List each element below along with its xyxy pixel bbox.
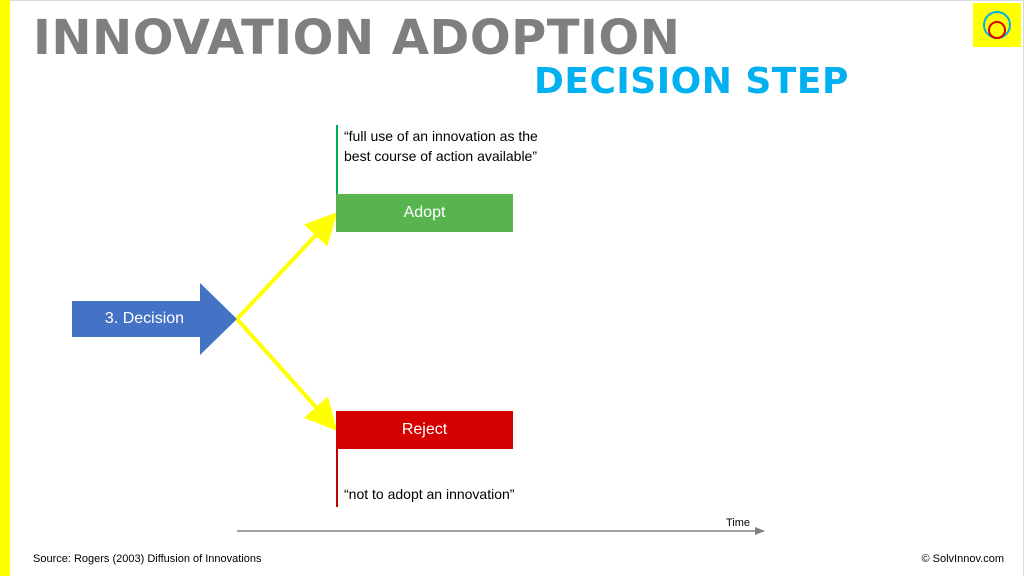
adopt-box: Adopt — [336, 194, 513, 232]
copyright-notice: © SolvInnov.com — [921, 553, 1005, 565]
reject-branch-line — [235, 317, 338, 431]
adopt-quote-line-2: best course of action available” — [344, 148, 537, 164]
reject-quote: “not to adopt an innovation” — [344, 486, 515, 502]
page-subtitle: DECISION STEP — [534, 61, 849, 102]
decision-label: 3. Decision — [104, 310, 185, 327]
left-accent-bar — [0, 0, 10, 576]
circles-logo-icon — [973, 3, 1021, 47]
time-axis-label: Time — [725, 517, 751, 529]
adopt-quote-line-1: “full use of an innovation as the — [344, 128, 538, 144]
adopt-quote: “full use of an innovation as the best c… — [344, 126, 538, 166]
reject-box: Reject — [336, 411, 513, 449]
source-citation: Source: Rogers (2003) Diffusion of Innov… — [33, 553, 262, 565]
adopt-branch-line — [235, 212, 338, 321]
decision-arrow-shape — [72, 283, 237, 355]
slide-border-top — [10, 0, 1024, 1]
page-title: INNOVATION ADOPTION — [33, 10, 681, 66]
